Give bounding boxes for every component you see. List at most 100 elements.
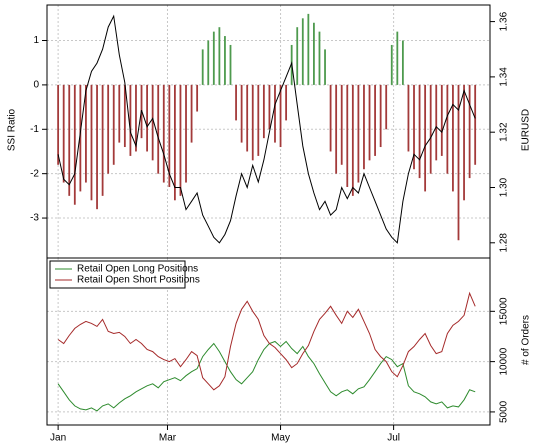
bar bbox=[401, 40, 404, 85]
bar bbox=[335, 84, 338, 174]
bar bbox=[201, 49, 204, 85]
bar bbox=[390, 44, 393, 85]
bar bbox=[151, 84, 154, 161]
bar bbox=[135, 84, 137, 152]
bar bbox=[285, 84, 288, 121]
x-tick-label: Mar bbox=[159, 433, 177, 444]
bar bbox=[318, 31, 321, 85]
bar bbox=[357, 84, 360, 183]
bar bbox=[274, 84, 276, 143]
bar bbox=[257, 84, 260, 156]
y2-tick-label: 5000 bbox=[499, 400, 510, 423]
bar bbox=[207, 40, 210, 85]
bar bbox=[179, 84, 182, 196]
bar bbox=[112, 84, 115, 165]
bar bbox=[329, 84, 332, 152]
bar bbox=[196, 84, 199, 112]
y-tick-label: -1 bbox=[30, 124, 39, 135]
y-tick-label: -3 bbox=[30, 213, 39, 224]
bar bbox=[246, 84, 249, 152]
bar bbox=[57, 84, 60, 165]
line bbox=[57, 291, 476, 391]
bar bbox=[468, 84, 471, 179]
bar bbox=[363, 84, 365, 170]
bar bbox=[279, 84, 282, 148]
y-tick-label: -2 bbox=[30, 168, 39, 179]
bar bbox=[229, 44, 232, 85]
y2-tick-label: 1.36 bbox=[499, 11, 510, 31]
bar bbox=[340, 84, 343, 165]
bar bbox=[351, 84, 354, 196]
bar bbox=[251, 84, 254, 161]
bar bbox=[368, 84, 371, 161]
y2-tick-label: 1.34 bbox=[499, 67, 510, 87]
bar bbox=[424, 84, 427, 192]
bar bbox=[235, 84, 237, 121]
y2-tick-label: 1.32 bbox=[499, 122, 510, 142]
bar bbox=[146, 84, 148, 152]
bar bbox=[324, 49, 326, 85]
bar bbox=[346, 84, 349, 187]
bar bbox=[123, 84, 126, 148]
bar bbox=[396, 31, 399, 85]
bar bbox=[429, 84, 432, 174]
bar bbox=[101, 84, 104, 196]
y-tick-label: 0 bbox=[33, 80, 39, 91]
y-axis-label: SSI Ratio bbox=[7, 108, 18, 151]
bar bbox=[62, 84, 65, 183]
bar bbox=[73, 84, 76, 205]
bar bbox=[307, 13, 310, 85]
bar bbox=[96, 84, 98, 210]
bar bbox=[218, 27, 221, 85]
y2-axis-label: EURUSD bbox=[521, 109, 532, 151]
bar bbox=[224, 36, 226, 85]
bar bbox=[446, 84, 449, 174]
bar bbox=[129, 84, 132, 156]
bar bbox=[407, 84, 410, 152]
bar bbox=[463, 84, 465, 201]
bar bbox=[185, 84, 187, 183]
y2-tick-label: 1.30 bbox=[499, 177, 510, 197]
bar bbox=[440, 84, 443, 156]
line bbox=[57, 340, 476, 412]
bar bbox=[68, 84, 71, 196]
line bbox=[57, 14, 476, 244]
legend-box bbox=[49, 260, 186, 289]
bar bbox=[79, 84, 82, 192]
bar bbox=[374, 84, 376, 156]
bar bbox=[474, 84, 477, 165]
y2-tick-label: 1.28 bbox=[499, 233, 510, 253]
bar bbox=[190, 84, 193, 143]
bar bbox=[268, 84, 271, 130]
bar bbox=[118, 84, 121, 143]
x-tick-label: Jul bbox=[387, 433, 400, 444]
bar bbox=[435, 84, 438, 161]
bar bbox=[262, 84, 265, 139]
bar bbox=[385, 84, 388, 130]
bar bbox=[162, 84, 165, 183]
bar bbox=[212, 31, 215, 85]
bar bbox=[157, 84, 160, 174]
plot-frame bbox=[46, 257, 491, 426]
legend-label: Retail Open Long Positions bbox=[77, 264, 198, 275]
bar bbox=[107, 84, 110, 174]
bar bbox=[301, 18, 304, 85]
bar bbox=[413, 84, 415, 170]
x-tick-label: Jan bbox=[50, 433, 66, 444]
bar bbox=[457, 84, 460, 241]
y2-tick-label: 10000 bbox=[499, 347, 510, 375]
bar bbox=[313, 22, 315, 85]
bar bbox=[173, 84, 176, 201]
bar bbox=[379, 84, 382, 148]
bar bbox=[168, 84, 171, 187]
bar bbox=[90, 84, 93, 201]
y2-tick-label: 15000 bbox=[499, 297, 510, 325]
bar bbox=[85, 84, 87, 183]
y-tick-label: 1 bbox=[33, 35, 39, 46]
legend-label: Retail Open Short Positions bbox=[77, 275, 200, 286]
bar bbox=[240, 84, 243, 143]
bar bbox=[452, 84, 454, 192]
x-tick-label: May bbox=[271, 433, 290, 444]
y2-axis-label: # of Orders bbox=[521, 315, 532, 365]
